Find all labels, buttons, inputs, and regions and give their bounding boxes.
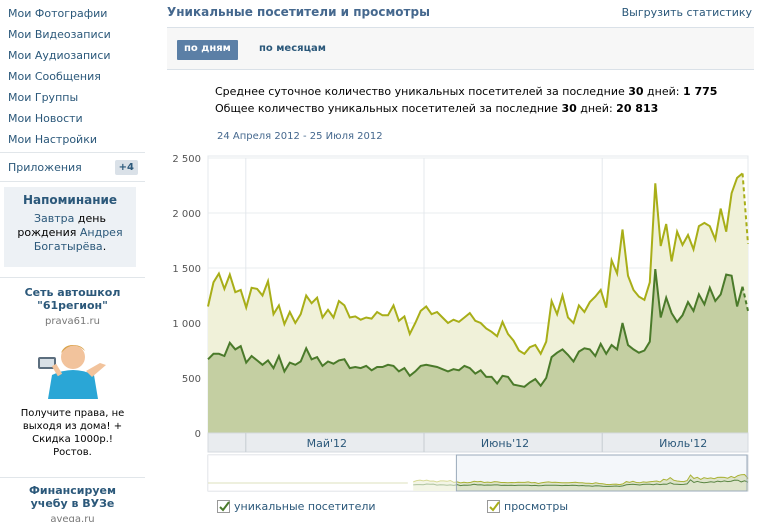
nav-my-settings[interactable]: Мои Настройки <box>8 133 97 146</box>
stat-text: дней: <box>576 102 617 115</box>
y-axis: 0 500 1 000 1 500 2 000 2 500 <box>172 154 201 440</box>
stat-days: 30 <box>561 102 577 115</box>
divider <box>0 477 145 478</box>
ad-text-line[interactable]: Получите права, не <box>20 408 125 419</box>
y-tick-label: 0 <box>195 429 201 440</box>
y-tick-label: 500 <box>182 374 201 385</box>
reminder-dot: . <box>102 240 107 253</box>
legend-label[interactable]: уникальные посетители <box>234 500 376 513</box>
range-navigator[interactable] <box>207 454 749 492</box>
nav-my-audio[interactable]: Мои Аудиозаписи <box>8 49 111 62</box>
period-tabs: по дням по месяцам <box>167 27 754 70</box>
checkbox-checked-icon[interactable] <box>217 499 230 513</box>
stat-text: Среднее суточное количество уникальных п… <box>215 85 629 98</box>
x-tick-label: Май'12 <box>307 437 347 450</box>
ad-domain: prava61.ru <box>45 316 100 327</box>
stat-days: 30 <box>628 85 644 98</box>
ad-text-line[interactable]: Ростов. <box>53 447 92 458</box>
divider <box>0 277 145 278</box>
nav-my-news[interactable]: Мои Новости <box>8 112 83 125</box>
legend-unique[interactable]: уникальные посетители <box>217 499 376 514</box>
stat-value: 20 813 <box>616 102 659 115</box>
ad-driving-school[interactable]: Сеть автошкол "61регион" prava61.ru Полу… <box>0 286 145 459</box>
checkbox-checked-icon[interactable] <box>487 499 500 513</box>
y-tick-label: 1 500 <box>172 264 201 275</box>
reminder-tomorrow-link[interactable]: Завтра <box>34 212 75 225</box>
apps-label[interactable]: Приложения <box>8 161 82 174</box>
navigator-selection-window[interactable] <box>455 454 748 492</box>
ad-text[interactable]: Получите права, не выходя из дома! + Ски… <box>0 407 145 459</box>
ad-text-line[interactable]: выходя из дома! + <box>22 421 123 432</box>
navigator-unique-line <box>413 479 749 487</box>
ad-title-line[interactable]: Сеть автошкол <box>24 286 121 299</box>
reminder-birthday-text: день рождения <box>17 212 106 239</box>
nav-my-messages[interactable]: Мои Сообщения <box>8 70 101 83</box>
views-line <box>207 172 744 356</box>
x-axis: Май'12 Июнь'12 Июль'12 <box>207 432 749 453</box>
main-content: Уникальные посетители и просмотры Выгруз… <box>165 0 774 522</box>
y-tick-label: 2 500 <box>172 154 201 165</box>
export-stats-link[interactable]: Выгрузить статистику <box>621 6 752 19</box>
ad-title-line[interactable]: учебу в ВУЗе <box>30 497 115 510</box>
legend-views[interactable]: просмотры <box>487 499 569 514</box>
legend-label[interactable]: просмотры <box>504 500 569 513</box>
divider <box>0 152 145 153</box>
y-tick-label: 1 000 <box>172 319 201 330</box>
ad-title-line[interactable]: Финансируем <box>29 484 116 497</box>
ad-title[interactable]: Сеть автошкол "61регион" <box>0 286 145 312</box>
divider <box>0 181 145 182</box>
navigator-views-area <box>413 474 748 491</box>
tab-by-days[interactable]: по дням <box>177 40 238 60</box>
ad-title-line[interactable]: "61регион" <box>37 299 108 312</box>
unique-area <box>208 269 748 433</box>
ad-domain: avega.ru <box>50 514 95 522</box>
navigator-views-line <box>413 473 749 486</box>
stat-value: 1 775 <box>682 85 718 98</box>
ad-text-line[interactable]: Скидка 1000р.! <box>32 434 113 445</box>
date-range: 24 Апреля 2012 - 25 Июля 2012 <box>217 131 383 142</box>
reminder-person-link[interactable]: Андрея Богатырёва <box>33 226 123 253</box>
unique-line <box>207 268 744 388</box>
ad-university[interactable]: Финансируем учебу в ВУЗе avega.ru <box>0 484 145 522</box>
y-tick-label: 2 000 <box>172 209 201 220</box>
nav-my-photos[interactable]: Мои Фотографии <box>8 7 108 20</box>
page-title: Уникальные посетители и просмотры <box>167 5 430 19</box>
reminder-box: Напоминание Завтра день рождения Андрея … <box>4 187 136 267</box>
navigator-mask <box>208 455 457 491</box>
nav-my-groups[interactable]: Мои Группы <box>8 91 79 104</box>
tab-by-months[interactable]: по месяцам <box>259 43 326 54</box>
stat-total-unique: Общее количество уникальных посетителей … <box>215 102 658 115</box>
x-tick-label: Июль'12 <box>659 437 707 450</box>
ad-title[interactable]: Финансируем учебу в ВУЗе <box>0 484 145 510</box>
statistics-chart[interactable]: 0 500 1 000 1 500 2 000 2 500 Май'12 Июнь'12 Ию… <box>165 145 755 497</box>
stat-text: Общее количество уникальных посетителей … <box>215 102 562 115</box>
chart-series <box>207 172 749 433</box>
reminder-title: Напоминание <box>22 193 118 207</box>
stat-text: дней: <box>643 85 683 98</box>
views-line-forecast <box>741 173 749 244</box>
apps-count-badge[interactable]: +4 <box>114 160 138 175</box>
stat-average-unique: Среднее суточное количество уникальных п… <box>215 85 717 98</box>
left-sidebar: Мои Фотографии Мои Видеозаписи Мои Аудио… <box>0 0 145 522</box>
x-axis-band <box>207 432 749 453</box>
nav-my-videos[interactable]: Мои Видеозаписи <box>8 28 111 41</box>
reminder-text: Завтра день рождения Андрея Богатырёва. <box>8 212 132 254</box>
nav-apps[interactable]: Приложения +4 <box>8 160 138 178</box>
ad-photo-man[interactable] <box>25 335 120 399</box>
x-tick-label: Июнь'12 <box>481 437 529 450</box>
